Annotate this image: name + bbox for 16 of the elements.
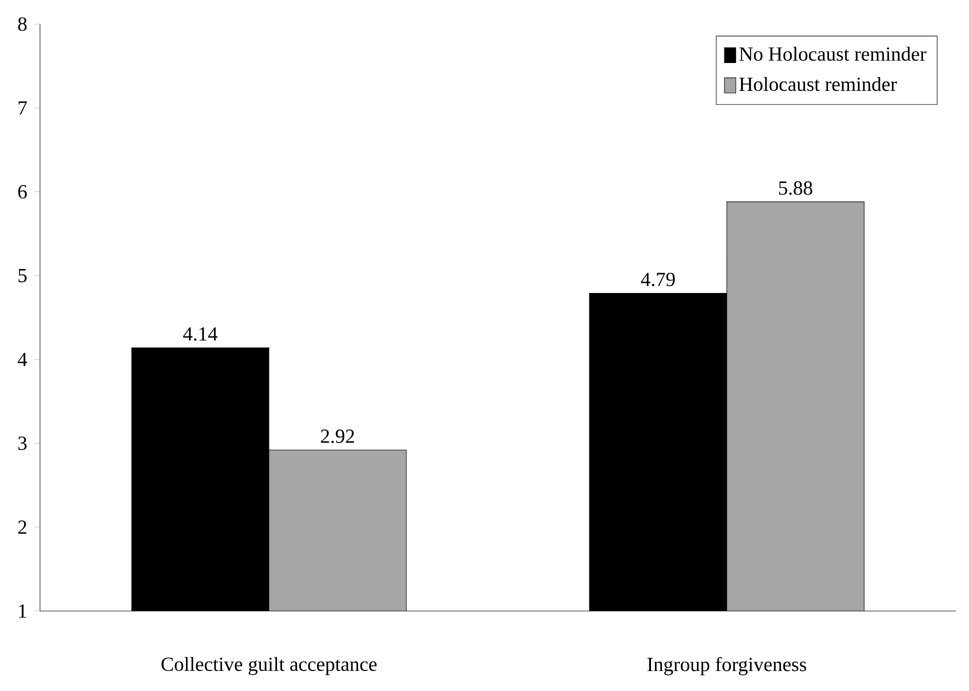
data-label: 5.88	[779, 181, 812, 195]
y-tick-label: 5	[18, 268, 27, 282]
legend-label: No Holocaust reminder	[739, 46, 926, 61]
data-label: 2.92	[321, 430, 354, 444]
y-tick-label: 8	[18, 17, 27, 31]
data-label: 4.14	[183, 327, 218, 341]
data-label: 4.79	[641, 272, 675, 286]
x-tick-label: Collective guilt acceptance	[161, 656, 377, 676]
y-tick-label: 4	[18, 352, 28, 366]
y-tick-label: 1	[19, 604, 26, 618]
y-tick-label: 7	[18, 101, 27, 114]
legend-label: Holocaust reminder	[739, 76, 897, 92]
y-tick-label: 3	[18, 436, 27, 450]
y-tick-label: 6	[18, 185, 27, 198]
y-tick-label: 2	[18, 520, 26, 534]
x-tick-label: Ingroup forgiveness	[647, 656, 806, 676]
